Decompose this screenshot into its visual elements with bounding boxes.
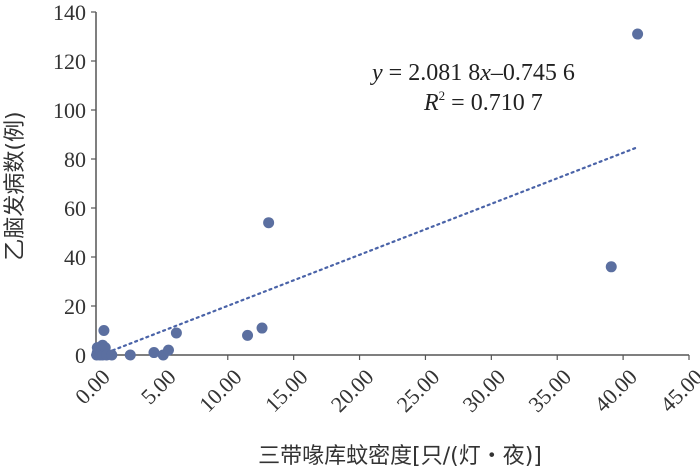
x-tick-label: 40.00 — [589, 364, 642, 417]
equation-coefficient: = 2.081 8 — [383, 60, 481, 86]
y-tick-label: 80 — [64, 147, 86, 172]
y-tick-label: 140 — [53, 0, 86, 25]
data-point — [256, 322, 268, 334]
y-tick-label: 40 — [64, 245, 86, 270]
x-axis-ticks: 0.00 5.00 10.00 15.00 20.00 25.00 30.00 35.00 40… — [70, 355, 700, 417]
x-axis-title: 三带喙库蚊密度[只/(灯・夜)] — [258, 444, 542, 469]
x-tick-label: 45.00 — [655, 364, 700, 417]
x-tick-label: 15.00 — [260, 364, 313, 417]
y-tick-label: 60 — [64, 196, 86, 221]
regression-equation: y = 2.081 8x–0.745 6 — [370, 60, 575, 86]
x-tick-label: 5.00 — [136, 364, 181, 409]
y-tick-label: 120 — [53, 49, 86, 74]
y-tick-label: 100 — [53, 98, 86, 123]
r-squared-value: = 0.710 7 — [445, 90, 543, 116]
x-tick-label: 10.00 — [194, 364, 247, 417]
data-point — [605, 261, 617, 273]
data-point — [124, 349, 136, 361]
data-point — [148, 347, 160, 359]
r-squared-superscript: 2 — [439, 88, 446, 103]
x-tick-label: 25.00 — [392, 364, 445, 417]
y-axis-title: 乙脑发病数(例) — [3, 111, 28, 260]
data-point — [98, 325, 110, 336]
r-squared-r: R — [423, 90, 439, 116]
data-point — [263, 217, 275, 229]
x-tick-label: 20.00 — [326, 364, 379, 417]
y-tick-label: 20 — [64, 294, 86, 319]
data-point — [170, 327, 182, 339]
equation-y: y — [370, 60, 383, 86]
y-axis-ticks: 0 20 40 60 80 100 120 140 — [53, 0, 96, 368]
equation-intercept: –0.745 6 — [490, 60, 575, 86]
data-point — [162, 344, 174, 356]
x-tick-label: 0.00 — [70, 364, 115, 409]
y-tick-label: 0 — [75, 343, 86, 368]
x-tick-label: 35.00 — [523, 364, 576, 417]
equation-x: x — [479, 60, 491, 86]
data-point — [242, 329, 254, 341]
x-tick-label: 30.00 — [458, 364, 511, 417]
r-squared: R2 = 0.710 7 — [423, 88, 543, 116]
trendline — [94, 146, 639, 358]
data-point — [106, 349, 118, 361]
data-point — [632, 28, 644, 40]
data-points — [91, 28, 644, 361]
